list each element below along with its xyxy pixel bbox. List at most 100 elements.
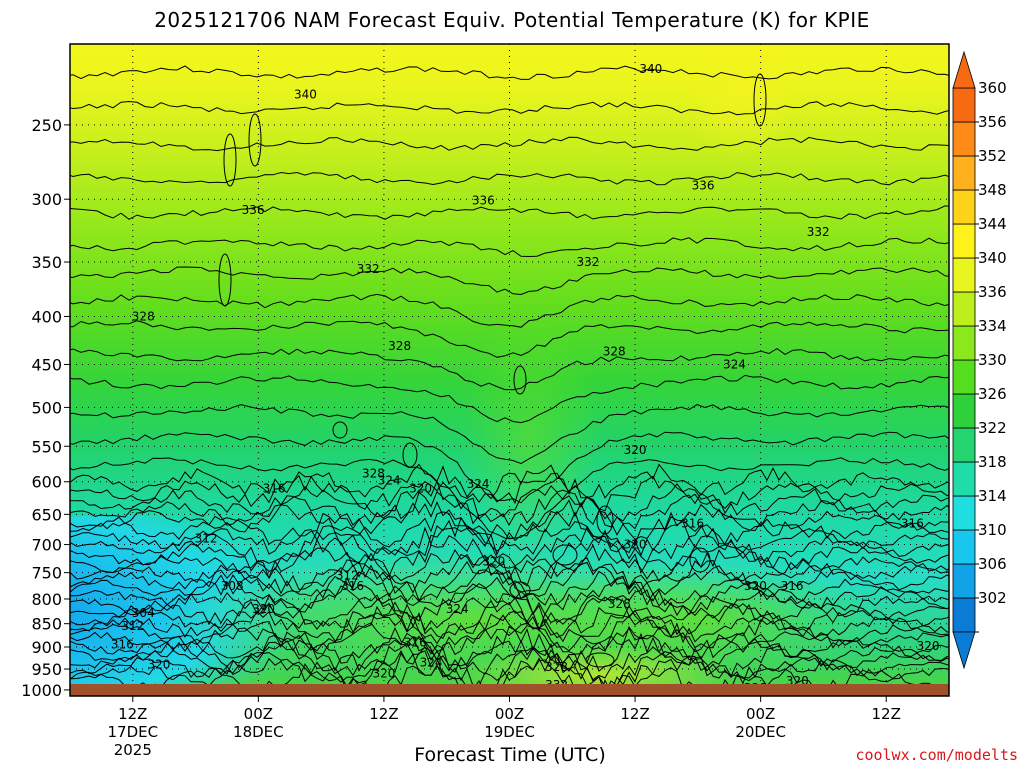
contour-line-lower: [70, 463, 949, 500]
colorbar-segment: [952, 495, 976, 531]
x-tick-label: 12Z: [118, 705, 147, 723]
contour-label: 332: [807, 225, 830, 239]
contour-label: 320: [482, 555, 505, 569]
colorbar-label: 306: [978, 555, 1007, 573]
contour-line-lower: [70, 499, 949, 540]
y-tick-label: 1000: [21, 681, 62, 700]
x-tick-date: 17DEC: [107, 723, 158, 741]
x-tick-label: 12Z: [620, 705, 649, 723]
colorbar-label: 336: [978, 283, 1007, 301]
contour-line-lower: [70, 510, 949, 552]
contour-line-lower: [70, 659, 949, 696]
colorbar-segment: [952, 393, 976, 429]
contour-cell: [513, 365, 527, 395]
colorbar-label: 360: [978, 79, 1007, 97]
contour-label: 328: [545, 660, 568, 674]
x-tick-label: 00Z: [746, 705, 775, 723]
contour-label: 320: [744, 579, 767, 593]
y-tick-label: 400: [31, 307, 62, 326]
y-tick-label: 350: [31, 253, 62, 272]
contour-label: 320: [409, 481, 432, 495]
green-plume: [460, 310, 600, 570]
y-tick-label: 550: [31, 437, 62, 456]
contour-line-lower: [70, 479, 949, 522]
colorbar-label: 356: [978, 113, 1007, 131]
y-tick-label: 650: [31, 505, 62, 524]
contour-line-lower: [70, 604, 949, 645]
contour-line-lower: [70, 652, 949, 695]
contour-label: 324: [420, 656, 443, 670]
credit-text: coolwx.com/modelts: [855, 746, 1018, 764]
contour-label: 324: [467, 477, 490, 491]
chart-title: 2025121706 NAM Forecast Equiv. Potential…: [154, 8, 870, 32]
contour-cell: [402, 442, 418, 468]
contour-line-upper: [70, 320, 949, 358]
colorbar-segment: [952, 257, 976, 293]
contour-label: 324: [723, 357, 746, 371]
x-tick-label: 00Z: [495, 705, 524, 723]
y-tick-label: 300: [31, 190, 62, 209]
contour-label: 328: [388, 339, 411, 353]
contour-label: 316: [781, 579, 804, 593]
x-tick-date: 20DEC: [735, 723, 786, 741]
contour-label: 336: [692, 178, 715, 192]
colorbar-segment: [952, 291, 976, 327]
contour-cell: [689, 547, 711, 573]
contour-cell: [552, 544, 578, 566]
contour-label: 312: [121, 619, 144, 633]
contour-label: 316: [901, 517, 924, 531]
contour-label: 340: [294, 87, 317, 101]
contour-label: 320: [372, 666, 395, 680]
contour-label: 328: [608, 597, 631, 611]
contour-line-upper: [70, 374, 949, 424]
contour-label: 336: [472, 194, 495, 208]
contour-label: 320: [917, 639, 940, 653]
contour-line-upper: [70, 205, 949, 220]
contour-line-lower: [70, 553, 949, 594]
y-tick-label: 250: [31, 116, 62, 135]
colorbar-low-arrow: [952, 631, 976, 670]
colorbar-segment: [952, 155, 976, 191]
contour-label: 304: [132, 606, 155, 620]
y-tick-label: 700: [31, 536, 62, 555]
contour-label: 312: [336, 568, 359, 582]
y-tick-label: 850: [31, 615, 62, 634]
colorbar-label: 310: [978, 521, 1007, 539]
contour-line-lower: [70, 516, 949, 557]
colorbar-label: 318: [978, 453, 1007, 471]
colorbar-segment: [952, 223, 976, 259]
contour-label: 332: [577, 255, 600, 269]
colorbar-segment: [952, 189, 976, 225]
contour-label: 336: [242, 203, 265, 217]
contour-line-upper: [70, 404, 949, 465]
colorbar-segment: [952, 121, 976, 157]
contour-line-lower: [70, 632, 949, 673]
colorbar-label: 302: [978, 589, 1007, 607]
y-tick-label: 750: [31, 564, 62, 583]
x-axis-label: Forecast Time (UTC): [414, 744, 606, 766]
contour-cell-upper: [223, 133, 237, 187]
contour-line-lower: [70, 526, 949, 567]
colorbar-segment: [952, 427, 976, 463]
colorbar-label: 326: [978, 385, 1007, 403]
contour-cell-upper: [753, 73, 767, 127]
colorbar-segment: [952, 529, 976, 565]
x-tick-date: 18DEC: [233, 723, 284, 741]
contour-line-lower: [70, 639, 949, 681]
x-tick-label: 12Z: [369, 705, 398, 723]
x-tick-label: 00Z: [244, 705, 273, 723]
contour-label: 332: [357, 262, 380, 276]
contour-label: 316: [404, 635, 427, 649]
contour-line-lower: [70, 560, 949, 602]
colorbar-segment: [952, 563, 976, 599]
contour-label: 328: [132, 309, 155, 323]
y-axis: 250 300 350 400 450 500 550 600 650 700 750 800 850 9…: [21, 116, 70, 700]
x-tick-year: 2025: [114, 741, 152, 759]
contour-label: 328: [362, 466, 385, 480]
y-tick-label: 800: [31, 590, 62, 609]
colorbar-segment: [952, 461, 976, 497]
contour-cell: [596, 505, 614, 535]
contour-line-upper: [70, 171, 949, 186]
